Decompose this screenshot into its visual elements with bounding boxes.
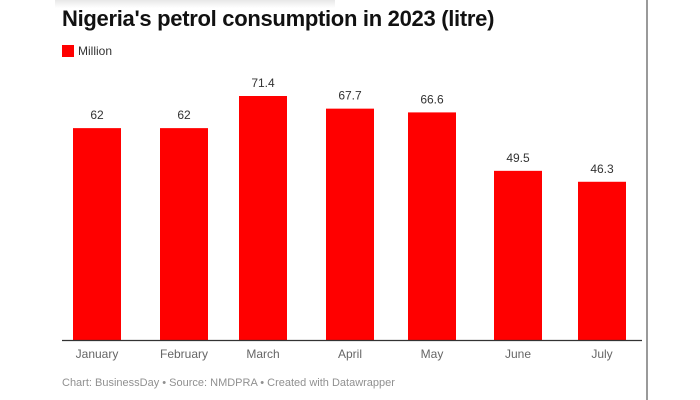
- top-shadow: [55, 0, 335, 8]
- x-tick-label: July: [591, 347, 612, 361]
- legend-label: Million: [78, 44, 113, 58]
- x-tick-label: April: [338, 347, 362, 361]
- chart-title: Nigeria's petrol consumption in 2023 (li…: [62, 6, 495, 31]
- frame-border: [646, 0, 648, 400]
- x-tick-label: May: [421, 347, 444, 361]
- bar-june: [494, 170, 542, 340]
- bar-may: [408, 112, 456, 341]
- bar-january: [73, 128, 121, 340]
- bar-july: [578, 181, 626, 340]
- x-tick-label: February: [160, 347, 208, 361]
- data-label: 71.4: [251, 76, 275, 90]
- x-tick-label: June: [505, 347, 531, 361]
- data-label: 62: [90, 108, 104, 122]
- footer-credit: Chart: BusinessDay • Source: NMDPRA • Cr…: [62, 377, 395, 389]
- x-tick-label: January: [76, 347, 119, 361]
- data-label: 46.3: [590, 162, 614, 176]
- bar-march: [239, 96, 287, 340]
- data-label: 49.5: [506, 151, 530, 165]
- data-label: 67.7: [338, 89, 362, 103]
- bar-february: [160, 128, 208, 340]
- legend-swatch: [62, 45, 74, 57]
- data-label: 62: [177, 108, 191, 122]
- bar-april: [326, 108, 374, 340]
- legend: Million: [62, 44, 112, 58]
- x-tick-label: March: [246, 347, 279, 361]
- data-label: 66.6: [420, 92, 444, 106]
